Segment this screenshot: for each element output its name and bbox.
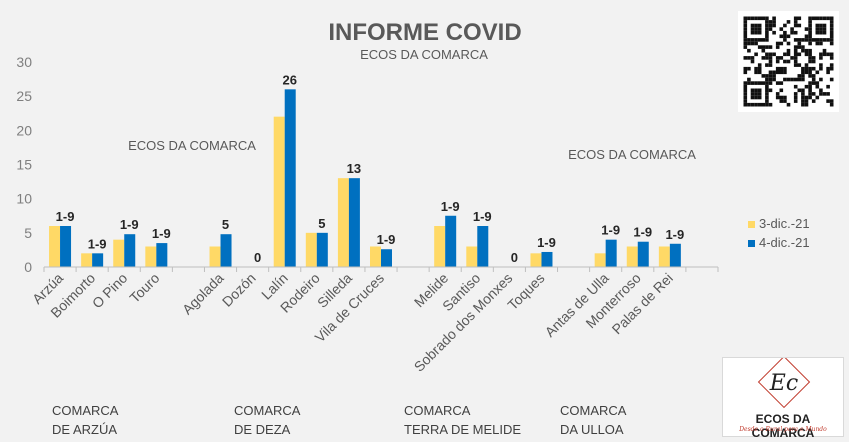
qr-code bbox=[738, 11, 839, 112]
data-label-17: 1-9 bbox=[601, 223, 620, 238]
data-label-12: 1-9 bbox=[441, 199, 460, 214]
legend-label-0: 3-dic.-21 bbox=[759, 216, 810, 231]
bar-dic4-19 bbox=[669, 243, 681, 267]
bar-dic3-8 bbox=[305, 232, 317, 267]
legend-swatch-1 bbox=[748, 240, 755, 247]
x-tick-label-3: Touro bbox=[126, 270, 162, 306]
data-label-15: 1-9 bbox=[537, 235, 556, 250]
y-tick-label-2: 10 bbox=[16, 191, 32, 207]
bar-dic3-18 bbox=[626, 246, 638, 267]
comarca-label-3-line2: DA ULLOA bbox=[560, 422, 624, 437]
comarca-label-1-line1: COMARCA bbox=[234, 403, 301, 418]
bar-dic3-3 bbox=[145, 246, 157, 267]
watermark-top: ECOS DA COMARCA bbox=[360, 47, 488, 62]
legend-swatch-0 bbox=[748, 221, 755, 228]
logo-monogram: Ec bbox=[769, 371, 798, 396]
data-label-19: 1-9 bbox=[665, 227, 684, 242]
watermark-right: ECOS DA COMARCA bbox=[568, 147, 696, 162]
data-label-5: 5 bbox=[222, 217, 229, 232]
bar-dic3-2 bbox=[113, 239, 125, 267]
bar-dic4-7 bbox=[284, 89, 296, 267]
comarca-label-2-line2: TERRA DE MELIDE bbox=[404, 422, 521, 437]
comarca-label-3-line1: COMARCA bbox=[560, 403, 627, 418]
data-label-18: 1-9 bbox=[633, 225, 652, 240]
data-label-2: 1-9 bbox=[120, 217, 139, 232]
bar-dic4-5 bbox=[220, 234, 232, 267]
bar-dic4-3 bbox=[156, 243, 168, 267]
x-tick-label-5: Agolada bbox=[179, 270, 227, 318]
y-tick-label-1: 5 bbox=[24, 225, 32, 241]
bar-dic3-15 bbox=[530, 253, 542, 267]
data-label-1: 1-9 bbox=[88, 236, 107, 251]
x-tick-label-6: Dozón bbox=[219, 270, 259, 310]
bar-dic3-13 bbox=[466, 246, 478, 267]
comarca-label-1-line2: DE DEZA bbox=[234, 422, 291, 437]
y-tick-label-3: 15 bbox=[16, 157, 32, 173]
logo-tagline: Desde o Rural para o Mundo bbox=[739, 426, 827, 433]
bar-dic3-12 bbox=[434, 226, 446, 267]
y-tick-label-4: 20 bbox=[16, 122, 32, 138]
legend: 3-dic.-21 4-dic.-21 bbox=[748, 216, 810, 250]
bar-dic3-19 bbox=[658, 246, 670, 267]
bar-dic4-13 bbox=[477, 226, 489, 267]
bar-dic4-9 bbox=[348, 178, 360, 267]
bar-dic3-10 bbox=[370, 246, 381, 267]
comarca-label-0-line1: COMARCA bbox=[52, 403, 119, 418]
bar-dic3-17 bbox=[594, 253, 606, 267]
bar-dic4-1 bbox=[92, 253, 104, 267]
bar-dic3-7 bbox=[273, 116, 285, 268]
logo: Ec ECOS DA COMARCA Desde o Rural para o … bbox=[722, 355, 844, 440]
data-label-3: 1-9 bbox=[152, 226, 171, 241]
bar-dic4-0 bbox=[60, 226, 72, 267]
bar-dic3-5 bbox=[209, 246, 221, 267]
qr-code-pattern bbox=[743, 16, 834, 107]
data-label-14: 0 bbox=[511, 250, 518, 265]
y-axis: 0 5 10 15 20 25 30 bbox=[16, 54, 32, 275]
bar-dic4-17 bbox=[605, 239, 617, 267]
bar-dic3-0 bbox=[49, 226, 61, 267]
data-label-0: 1-9 bbox=[56, 209, 75, 224]
logo-name: ECOS DA COMARCA bbox=[751, 412, 815, 440]
bar-dic4-2 bbox=[124, 234, 136, 267]
watermark-left: ECOS DA COMARCA bbox=[128, 138, 256, 153]
bar-dic3-1 bbox=[81, 253, 93, 267]
data-label-6: 0 bbox=[254, 250, 261, 265]
bar-dic4-8 bbox=[316, 232, 328, 267]
y-tick-label-0: 0 bbox=[24, 259, 32, 275]
legend-label-1: 4-dic.-21 bbox=[759, 235, 810, 250]
y-tick-label-6: 30 bbox=[16, 54, 32, 70]
bar-dic3-9 bbox=[337, 178, 349, 267]
data-labels: 1-9 1-9 1-9 1-9 5 0 26 5 13 1-9 1-9 1-9 0 1-9 1-9 1-9 1-… bbox=[56, 72, 685, 265]
data-label-9: 13 bbox=[347, 161, 361, 176]
y-tick-label-5: 25 bbox=[16, 88, 32, 104]
data-label-10: 1-9 bbox=[377, 232, 396, 247]
logo-emblem: Ec bbox=[757, 355, 811, 409]
bars bbox=[49, 89, 681, 268]
bar-dic4-15 bbox=[541, 251, 553, 267]
comarca-label-0-line2: DE ARZÚA bbox=[52, 422, 117, 437]
data-label-13: 1-9 bbox=[473, 209, 492, 224]
bar-dic4-18 bbox=[637, 241, 649, 267]
bar-dic4-10 bbox=[381, 249, 392, 267]
data-label-7: 26 bbox=[282, 72, 296, 87]
x-tick-label-15: Toques bbox=[504, 270, 547, 313]
bar-dic4-12 bbox=[445, 215, 457, 267]
x-tick-label-2: O Pino bbox=[89, 270, 131, 312]
data-label-8: 5 bbox=[318, 216, 325, 231]
comarca-labels: COMARCA DE ARZÚA COMARCA DE DEZA COMARCA TERR… bbox=[52, 403, 627, 437]
comarca-label-2-line1: COMARCA bbox=[404, 403, 471, 418]
chart-title: INFORME COVID bbox=[328, 19, 521, 46]
